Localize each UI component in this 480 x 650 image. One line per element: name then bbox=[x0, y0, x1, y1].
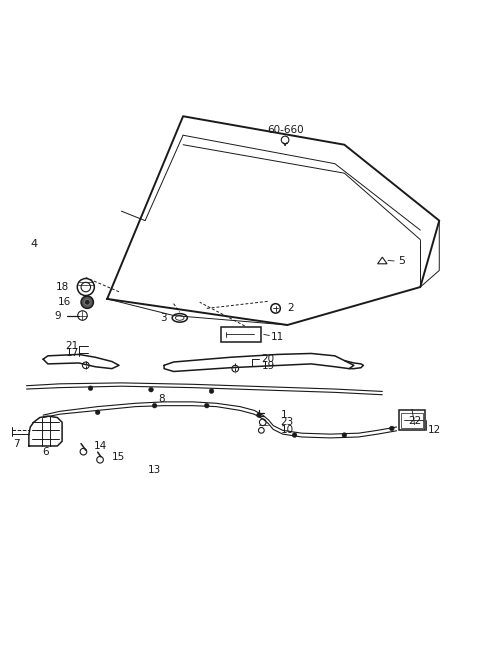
Circle shape bbox=[389, 426, 394, 431]
Text: 4: 4 bbox=[30, 239, 37, 250]
Text: 19: 19 bbox=[261, 361, 275, 371]
Circle shape bbox=[88, 386, 93, 391]
Text: 14: 14 bbox=[94, 441, 107, 450]
Circle shape bbox=[209, 389, 214, 393]
Text: 1: 1 bbox=[280, 410, 287, 420]
Text: 10: 10 bbox=[280, 425, 293, 436]
Text: 21: 21 bbox=[65, 341, 79, 352]
Circle shape bbox=[84, 300, 90, 305]
Text: 9: 9 bbox=[55, 311, 61, 320]
Text: 23: 23 bbox=[280, 417, 294, 427]
Circle shape bbox=[257, 413, 261, 417]
Circle shape bbox=[292, 433, 297, 437]
Circle shape bbox=[81, 296, 94, 308]
Text: 16: 16 bbox=[58, 297, 71, 307]
Text: 18: 18 bbox=[56, 282, 69, 292]
Text: 22: 22 bbox=[408, 416, 421, 426]
Circle shape bbox=[152, 403, 157, 408]
Text: 17: 17 bbox=[65, 348, 79, 358]
Circle shape bbox=[342, 433, 347, 437]
Text: 20: 20 bbox=[261, 354, 275, 364]
Text: 13: 13 bbox=[148, 465, 161, 474]
Circle shape bbox=[204, 403, 209, 408]
Text: 3: 3 bbox=[160, 313, 167, 323]
Text: 2: 2 bbox=[288, 304, 294, 313]
Circle shape bbox=[96, 410, 100, 415]
Text: 5: 5 bbox=[398, 256, 405, 266]
Text: 11: 11 bbox=[271, 332, 284, 342]
Text: 60-660: 60-660 bbox=[267, 125, 303, 135]
Text: 15: 15 bbox=[112, 452, 125, 462]
Text: 6: 6 bbox=[42, 447, 49, 457]
Text: 12: 12 bbox=[428, 425, 441, 436]
Circle shape bbox=[149, 387, 154, 392]
Text: 7: 7 bbox=[13, 439, 19, 448]
Text: 8: 8 bbox=[158, 393, 165, 404]
